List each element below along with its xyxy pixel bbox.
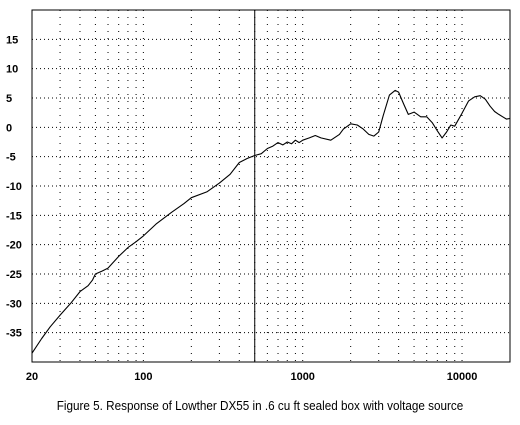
figure-caption: Figure 5. Response of Lowther DX55 in .6… <box>56 398 464 413</box>
y-tick-label: -30 <box>6 298 22 310</box>
x-tick-label: 10000 <box>447 371 478 383</box>
x-axis-ticks: 20 100 1000 10000 <box>26 371 477 383</box>
y-tick-label: -10 <box>6 181 22 193</box>
y-tick-label: -5 <box>6 152 16 164</box>
y-tick-label: -15 <box>6 210 22 222</box>
y-tick-label: 5 <box>6 93 12 105</box>
y-tick-label: 10 <box>6 64 18 76</box>
x-tick-label: 1000 <box>290 371 314 383</box>
y-tick-label: 0 <box>6 122 12 134</box>
y-tick-label: 15 <box>6 34 18 46</box>
chart: 15 10 5 0 -5 -10 -15 -20 -25 -30 -35 20 100 1000 1000… <box>6 9 511 383</box>
y-axis-ticks: 15 10 5 0 -5 -10 -15 -20 -25 -30 -35 <box>6 34 22 339</box>
series-group <box>31 89 511 354</box>
plot-frame <box>31 9 511 363</box>
series-line <box>31 89 511 354</box>
x-tick-label: 100 <box>134 371 152 383</box>
x-tick-label: 20 <box>26 371 38 383</box>
y-tick-label: -35 <box>6 328 22 340</box>
y-tick-label: -25 <box>6 269 22 281</box>
grid <box>32 10 510 362</box>
y-tick-label: -20 <box>6 240 22 252</box>
